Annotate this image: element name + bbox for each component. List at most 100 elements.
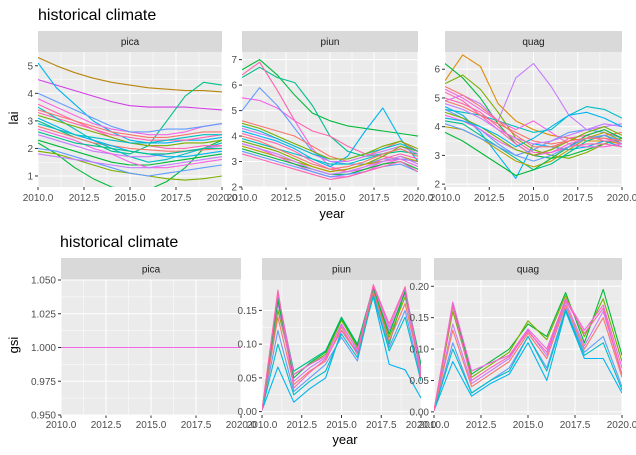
x-tick-label: 2020.0 bbox=[607, 193, 636, 204]
y-tick-label: 4 bbox=[231, 132, 237, 143]
y-tick-label: 0.950 bbox=[31, 411, 56, 422]
x-tick-label: 2017.5 bbox=[359, 193, 390, 204]
x-tick-label: 2015.0 bbox=[326, 420, 357, 431]
y-tick-label: 3 bbox=[231, 157, 237, 168]
facet-strip bbox=[38, 31, 222, 52]
x-tick-label: 2010.0 bbox=[419, 420, 450, 431]
y-tick-label: 2 bbox=[231, 183, 237, 194]
series-line bbox=[38, 131, 222, 155]
series-line bbox=[38, 56, 222, 93]
y-tick-label: 0.00 bbox=[410, 407, 430, 418]
panel-quag: quag 2010.0 2012.5 2015.0 2017.5 2020.0 0.00 0.… bbox=[410, 258, 636, 431]
series-line bbox=[38, 79, 222, 111]
series-line bbox=[445, 62, 622, 131]
series-line bbox=[38, 153, 222, 169]
x-tick-label: 2010.0 bbox=[430, 193, 461, 204]
series-line bbox=[434, 310, 622, 411]
y-tick-label: 1 bbox=[27, 171, 33, 182]
x-tick-label: 2017.5 bbox=[560, 420, 591, 431]
y-tick-label: 0.15 bbox=[238, 306, 258, 317]
series-line bbox=[445, 86, 622, 148]
series-line bbox=[38, 81, 222, 155]
series-line bbox=[38, 123, 222, 144]
x-tick-label: 2010.0 bbox=[227, 193, 258, 204]
series-line bbox=[445, 97, 622, 154]
facet-strip bbox=[242, 31, 418, 52]
panel-piun: piun 2010.0 2012.5 2015.0 2017.5 2020.0 0.00 0.… bbox=[238, 258, 437, 431]
x-tick-label: 2015.0 bbox=[513, 420, 544, 431]
series-group bbox=[38, 56, 222, 187]
series-line bbox=[434, 309, 622, 411]
x-tick-label: 2015.0 bbox=[315, 193, 346, 204]
series-group bbox=[262, 284, 421, 411]
x-tick-label: 2012.5 bbox=[91, 420, 122, 431]
x-tick-label: 2017.5 bbox=[161, 193, 192, 204]
series-line bbox=[242, 150, 418, 178]
y-tick-label: 0.975 bbox=[31, 377, 56, 388]
series-line bbox=[242, 143, 418, 175]
y-tick-label: 0.10 bbox=[410, 345, 430, 356]
series-line bbox=[434, 299, 622, 411]
y-tick-label: 5 bbox=[27, 61, 33, 72]
y-axis-title: lai bbox=[6, 111, 21, 124]
x-tick-label: 2020.0 bbox=[406, 420, 437, 431]
y-tick-label: 6 bbox=[434, 65, 440, 76]
series-line bbox=[38, 112, 222, 141]
y-tick-label: 3 bbox=[434, 151, 440, 162]
series-group bbox=[434, 288, 622, 411]
y-tick-label: 0.10 bbox=[238, 340, 258, 351]
facet-strip-label: piun bbox=[332, 265, 351, 276]
series-line bbox=[434, 301, 622, 411]
series-line bbox=[262, 285, 421, 411]
facet-strip-label: piun bbox=[321, 37, 340, 48]
x-tick-label: 2012.5 bbox=[69, 193, 100, 204]
series-line bbox=[262, 284, 421, 411]
y-tick-label: 4 bbox=[27, 89, 33, 100]
series-line bbox=[242, 120, 418, 163]
panel-quag: quag 2010.0 2012.5 2015.0 2017.5 2020.0 2 3 4 5 6 bbox=[430, 31, 636, 204]
y-tick-label: 5 bbox=[434, 93, 440, 104]
series-line bbox=[242, 107, 418, 168]
y-axis-title: gsi bbox=[6, 337, 21, 354]
y-tick-label: 2 bbox=[434, 180, 440, 191]
panels-gsi: pica 2010.0 2012.5 2015.0 2017.5 2020.0 0.950 0… bbox=[31, 258, 636, 431]
series-line bbox=[445, 123, 622, 162]
series-line bbox=[38, 92, 222, 133]
series-line bbox=[445, 103, 622, 145]
y-tick-label: 0.05 bbox=[238, 373, 258, 384]
y-tick-label: 0.20 bbox=[410, 282, 430, 293]
series-line bbox=[434, 298, 622, 411]
x-tick-label: 2020.0 bbox=[207, 193, 238, 204]
panel-pica: pica 2010.0 2012.5 2015.0 2017.5 2020.0 0.950 0… bbox=[31, 258, 257, 431]
series-line bbox=[445, 88, 622, 148]
x-tick-label: 2017.5 bbox=[181, 420, 212, 431]
facet-strip-label: quag bbox=[522, 37, 544, 48]
y-tick-label: 0.00 bbox=[238, 407, 258, 418]
series-line bbox=[262, 294, 421, 411]
series-line bbox=[242, 122, 418, 160]
x-tick-label: 2017.5 bbox=[366, 420, 397, 431]
x-tick-label: 2012.5 bbox=[286, 420, 317, 431]
y-tick-label: 5 bbox=[231, 106, 237, 117]
facet-strip-label: pica bbox=[142, 265, 161, 276]
chart-title: historical climate bbox=[60, 234, 178, 251]
y-tick-label: 1.000 bbox=[31, 343, 56, 354]
series-line bbox=[434, 304, 622, 411]
series-line bbox=[242, 127, 418, 163]
y-tick-label: 7 bbox=[231, 55, 237, 66]
series-line bbox=[38, 147, 222, 177]
x-axis-title: year bbox=[332, 432, 358, 447]
y-tick-label: 2 bbox=[27, 144, 33, 155]
series-line bbox=[262, 292, 421, 411]
x-tick-label: 2015.0 bbox=[136, 420, 167, 431]
x-axis-title: year bbox=[319, 206, 345, 221]
facet-strip bbox=[262, 258, 421, 280]
panel-piun: piun 2010.0 2012.5 2015.0 2017.5 2020.0 2 3 4 5 6 7 bbox=[227, 31, 434, 204]
x-tick-label: 2010.0 bbox=[23, 193, 54, 204]
x-tick-label: 2012.5 bbox=[271, 193, 302, 204]
series-line bbox=[38, 62, 222, 144]
x-tick-label: 2015.0 bbox=[115, 193, 146, 204]
y-tick-label: 3 bbox=[27, 116, 33, 127]
